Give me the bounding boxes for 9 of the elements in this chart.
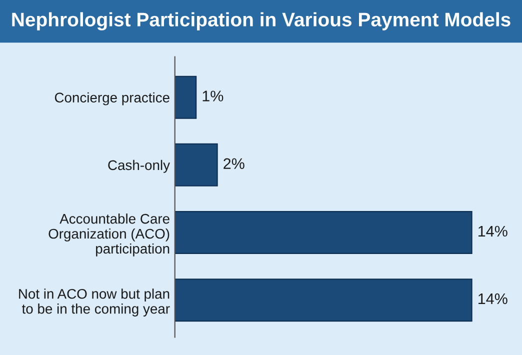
data-label: 14%: [478, 226, 508, 237]
data-label: 1%: [202, 90, 224, 102]
y-tick-label: Not in ACO now but plan to be in the coming year: [19, 288, 170, 316]
chart-title: Nephrologist Participation in Various Payment Models: [12, 12, 510, 30]
y-tick-label: Concierge practice: [54, 92, 170, 106]
y-tick-label: Accountable Care Organization (ACO) participation: [48, 214, 170, 256]
data-label: 2%: [224, 158, 244, 169]
y-tick-label: Cash-only: [108, 160, 170, 173]
data-label: 14%: [478, 293, 508, 304]
